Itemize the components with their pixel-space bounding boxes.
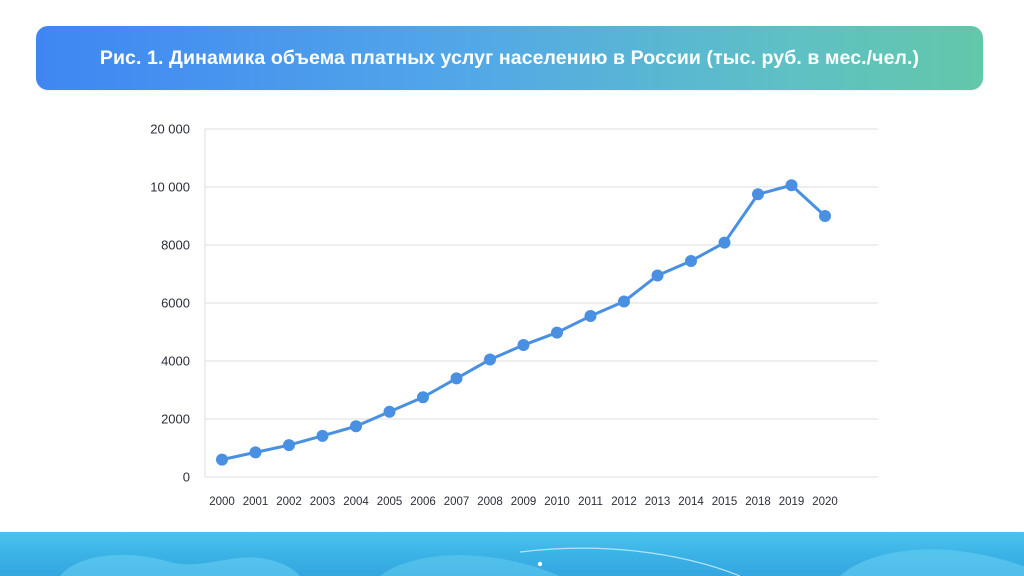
x-tick-label: 2012 [611,496,637,508]
x-tick-label: 2001 [243,496,269,508]
y-tick-label: 20 000 [150,122,190,137]
x-tick-label: 2006 [410,496,436,508]
y-tick-label: 4000 [161,354,190,369]
x-tick-label: 2020 [812,496,838,508]
y-tick-label: 8000 [161,238,190,253]
x-tick-label: 2009 [511,496,537,508]
x-tick-label: 2010 [544,496,570,508]
data-point [685,254,697,267]
y-axis-ticks: 0 2000 4000 6000 8000 10 000 20 000 [150,122,190,485]
grid-lines [204,128,878,478]
x-tick-label: 2000 [209,496,235,508]
data-point [450,372,463,385]
chart-title: Рис. 1. Динамика объема платных услуг на… [99,46,920,69]
x-tick-label: 2014 [678,496,704,508]
data-point [584,310,597,323]
x-tick-label: 2007 [444,496,470,508]
series-line [220,183,827,462]
data-point [316,429,329,442]
world-map-decoration [60,547,1024,576]
data-point [618,295,630,308]
y-tick-label: 2000 [161,412,190,427]
x-tick-label: 2011 [578,496,603,508]
x-tick-label: 2018 [745,496,771,508]
x-tick-label: 2008 [477,496,503,508]
data-point [651,269,664,282]
data-point [785,179,798,192]
x-tick-label: 2005 [377,496,403,508]
x-tick-label: 2019 [779,496,805,508]
x-tick-label: 2002 [276,496,302,508]
data-point [383,405,396,418]
x-tick-label: 2004 [343,496,369,508]
y-tick-label: 6000 [161,296,190,311]
x-tick-label: 2013 [645,496,671,508]
y-tick-label: 10 000 [150,180,190,195]
data-point [417,391,429,404]
data-point [216,453,228,466]
data-point [819,210,831,222]
x-tick-label: 2003 [310,496,336,508]
y-tick-label: 0 [183,470,190,485]
title-banner: Рис. 1. Динамика объема платных услуг на… [36,26,983,90]
x-axis-ticks: 2000 2001 2002 2003 2004 2005 2006 2007 2008 2009… [209,496,838,508]
data-point [350,420,362,433]
series [216,179,831,466]
data-point [752,188,764,201]
data-point [283,439,295,452]
data-point [249,446,262,459]
data-point [517,339,530,352]
data-point [551,326,563,339]
data-point [718,236,731,249]
data-point [484,353,496,366]
x-tick-label: 2015 [712,496,738,508]
footer-band [0,532,1024,576]
